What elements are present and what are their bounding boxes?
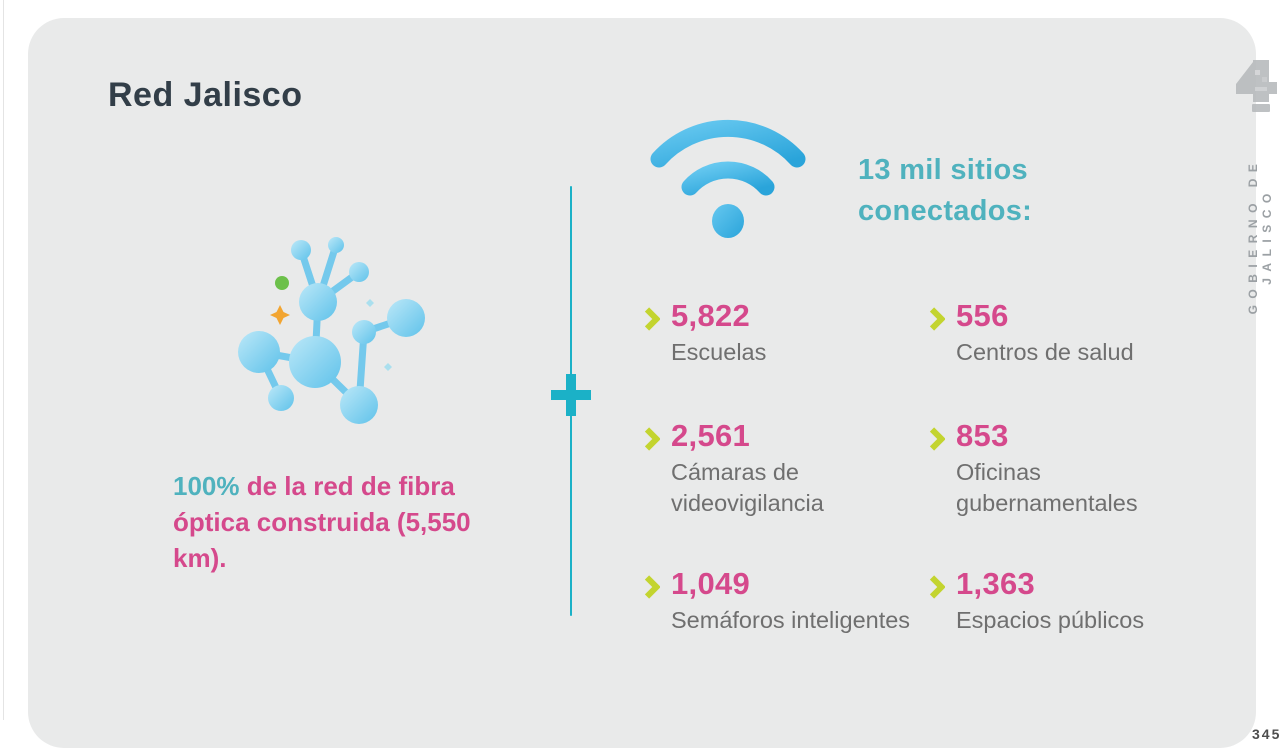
stat-espacios-publicos: 1,363 Espacios públicos	[929, 568, 1144, 636]
chevron-right-icon	[929, 427, 946, 456]
page-title: Red Jalisco	[108, 76, 303, 114]
green-dot-accent	[275, 276, 289, 290]
network-molecule-illustration	[238, 237, 425, 424]
stat-camaras-videovigilancia: 2,561 Cámaras de videovigilancia	[644, 420, 906, 519]
stat-label: Cámaras de videovigilancia	[671, 459, 824, 516]
chevron-right-icon	[644, 307, 661, 336]
stat-label: Oficinas gubernamentales	[956, 459, 1138, 516]
stat-label: Escuelas	[671, 339, 767, 365]
stat-centros-de-salud: 556 Centros de salud	[929, 300, 1134, 368]
connected-heading: 13 mil sitios conectados:	[858, 150, 1032, 232]
stat-value: 556	[956, 298, 1009, 333]
fiber-note: 100% de la red de fibra óptica construid…	[173, 468, 503, 576]
chevron-right-icon	[929, 575, 946, 604]
stat-label: Espacios públicos	[956, 607, 1145, 633]
stat-value: 1,049	[671, 566, 751, 601]
connected-heading-line1: 13 mil sitios	[858, 154, 1028, 186]
wifi-icon	[650, 119, 806, 238]
slide-card: Red Jalisco	[28, 18, 1279, 748]
stat-label: Centros de salud	[956, 339, 1134, 365]
stat-value: 2,561	[671, 418, 751, 453]
chevron-right-icon	[644, 575, 661, 604]
chevron-right-icon	[929, 307, 946, 336]
stat-semaforos-inteligentes: 1,049 Semáforos inteligentes	[644, 568, 910, 636]
connected-heading-line2: conectados:	[858, 195, 1033, 227]
fiber-note-text: de la red de fibra óptica construida (5,…	[173, 471, 471, 573]
screen-left-edge-line	[3, 0, 4, 720]
stat-label: Semáforos inteligentes	[671, 607, 911, 633]
chevron-right-icon	[644, 427, 661, 456]
sparkle-accents	[366, 299, 392, 371]
stat-escuelas: 5,822 Escuelas	[644, 300, 766, 368]
vertical-brand-text: GOBIERNO DE JALISCO	[1246, 157, 1274, 315]
sparkle-star-icon	[270, 305, 290, 325]
page-number: 345	[1252, 726, 1280, 742]
network-nodes	[238, 237, 425, 424]
fiber-note-highlight: 100%	[173, 471, 240, 501]
plus-vertical-bar	[566, 374, 576, 416]
stat-value: 1,363	[956, 566, 1036, 601]
stat-value: 853	[956, 418, 1009, 453]
stat-value: 5,822	[671, 298, 751, 333]
plus-icon	[551, 374, 591, 416]
gobierno-de-jalisco-logo	[1236, 60, 1277, 112]
stat-oficinas-gubernamentales: 853 Oficinas gubernamentales	[929, 420, 1191, 519]
